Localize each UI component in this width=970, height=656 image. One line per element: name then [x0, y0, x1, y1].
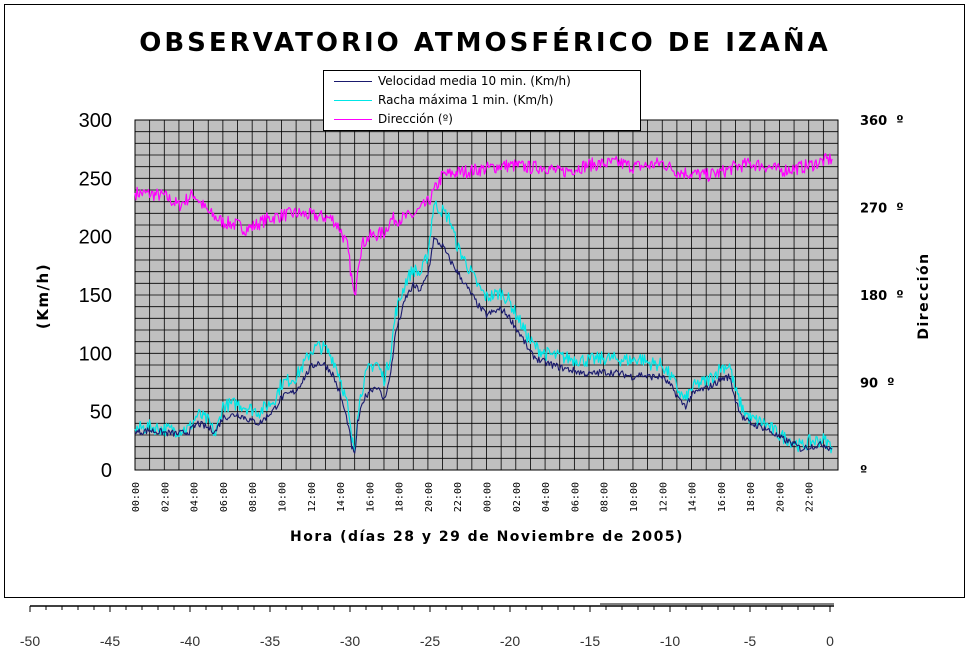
chart-title: OBSERVATORIO ATMOSFÉRICO DE IZAÑA	[139, 28, 831, 58]
x-tick-label: 18:00	[395, 482, 406, 512]
scale-label: -45	[100, 633, 120, 649]
x-tick-label: 06:00	[570, 482, 581, 512]
x-tick-label: 02:00	[512, 482, 523, 512]
y-tick-label: 200	[79, 227, 112, 249]
x-tick-label: 08:00	[600, 482, 611, 512]
legend-label: Velocidad media 10 min. (Km/h)	[378, 74, 571, 88]
legend-swatch	[334, 100, 372, 101]
scale-label: -10	[660, 633, 680, 649]
y-right-tick-label: 270 º	[860, 202, 904, 217]
y-right-tick-label: 360 º	[860, 114, 904, 129]
x-tick-label: 20:00	[775, 482, 786, 512]
x-tick-label: 20:00	[424, 482, 435, 512]
scale-label: -15	[580, 633, 600, 649]
x-tick-label: 16:00	[365, 482, 376, 512]
x-tick-label: 12:00	[658, 482, 669, 512]
x-tick-label: 22:00	[453, 482, 464, 512]
x-tick-label: 12:00	[307, 482, 318, 512]
x-tick-label: 10:00	[277, 482, 288, 512]
x-tick-label: 00:00	[483, 482, 494, 512]
legend-label: Dirección (º)	[378, 112, 453, 126]
y-right-tick-label: º	[860, 464, 867, 479]
legend-label: Racha máxima 1 min. (Km/h)	[378, 93, 554, 107]
legend-item: Velocidad media 10 min. (Km/h)	[324, 73, 640, 91]
x-axis-label: Hora (días 28 y 29 de Noviembre de 2005)	[290, 529, 684, 545]
x-tick-label: 02:00	[160, 482, 171, 512]
series-line-2	[134, 153, 833, 296]
legend-item: Dirección (º)	[324, 111, 640, 129]
scale-label: -20	[500, 633, 520, 649]
x-tick-label: 14:00	[688, 482, 699, 512]
y-right-tick-label: 180 º	[860, 289, 904, 304]
series-line-1	[134, 200, 833, 454]
scale-label: -35	[260, 633, 280, 649]
x-tick-label: 10:00	[629, 482, 640, 512]
y-tick-label: 0	[101, 460, 112, 482]
x-tick-label: 08:00	[248, 482, 259, 512]
x-tick-label: 18:00	[746, 482, 757, 512]
y-tick-label: 300	[79, 110, 112, 132]
series-line-0	[134, 236, 833, 454]
x-tick-label: 14:00	[336, 482, 347, 512]
legend-swatch	[334, 119, 372, 120]
y-tick-label: 150	[79, 285, 112, 307]
x-tick-label: 04:00	[190, 482, 201, 512]
y-tick-label: 250	[79, 168, 112, 190]
x-tick-label: 16:00	[717, 482, 728, 512]
x-tick-label: 22:00	[805, 482, 816, 512]
legend-item: Racha máxima 1 min. (Km/h)	[324, 92, 640, 110]
scale-label: -5	[744, 633, 757, 649]
y-right-tick-label: 90 º	[860, 377, 894, 392]
scale-label: -30	[340, 633, 360, 649]
scale-label: 0	[826, 633, 834, 649]
y-axis-right-label: Dirección	[916, 252, 932, 339]
scale-label: -40	[180, 633, 200, 649]
scale-label: -50	[20, 633, 40, 649]
legend: Velocidad media 10 min. (Km/h) Racha máx…	[323, 70, 641, 131]
y-axis-label: (Km/h)	[34, 263, 52, 329]
x-tick-label: 04:00	[541, 482, 552, 512]
scale-label: -25	[420, 633, 440, 649]
y-tick-label: 50	[90, 402, 112, 424]
x-tick-label: 06:00	[219, 482, 230, 512]
legend-swatch	[334, 81, 372, 82]
x-tick-label: 00:00	[131, 482, 142, 512]
y-tick-label: 100	[79, 343, 112, 365]
